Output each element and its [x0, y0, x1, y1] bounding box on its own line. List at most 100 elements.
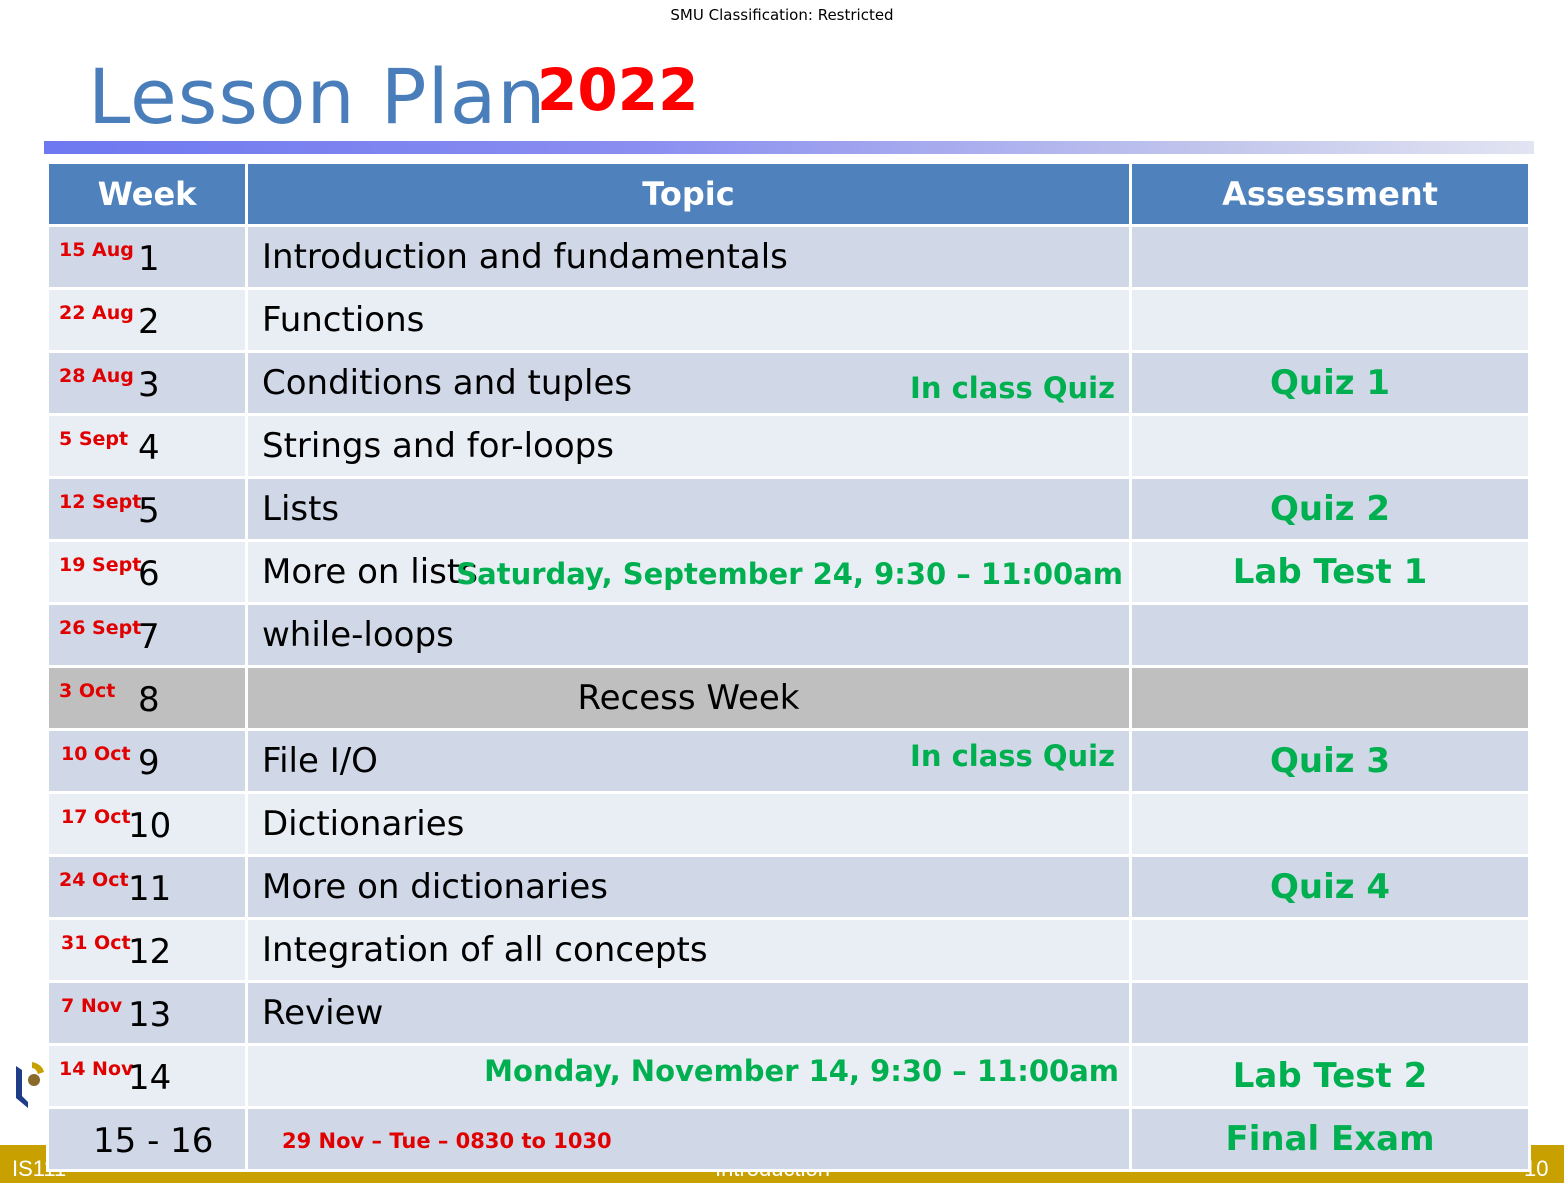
assessment-cell: Quiz 4 — [1129, 854, 1531, 920]
assessment-cell: Quiz 1 — [1129, 350, 1531, 416]
table-row: 7 Nov 13 Review — [46, 980, 1531, 1046]
table-row: 31 Oct 12 Integration of all concepts — [46, 917, 1531, 983]
week-cell: 28 Aug 3 — [46, 350, 248, 416]
week-date: 28 Aug — [59, 365, 134, 387]
topic-cell: Functions — [245, 287, 1132, 353]
week-cell: 15 - 16 — [46, 1106, 248, 1172]
week-number: 1 — [138, 239, 160, 279]
assessment-cell: Final Exam — [1129, 1106, 1531, 1172]
week-number: 2 — [138, 302, 160, 342]
topic-cell: Recess Week — [245, 665, 1132, 731]
topic-note: In class Quiz — [910, 739, 1115, 773]
week-date: 24 Oct — [59, 869, 129, 891]
table-row: 17 Oct 10 Dictionaries — [46, 791, 1531, 857]
table-row: 28 Aug 3 Conditions and tuples In class … — [46, 350, 1531, 416]
table-row: 19 Sept 6 More on lists Saturday, Septem… — [46, 539, 1531, 605]
topic-cell: while-loops — [245, 602, 1132, 668]
assessment-cell: Quiz 3 — [1129, 728, 1531, 794]
week-cell: 7 Nov 13 — [46, 980, 248, 1046]
lesson-plan-table: Week Topic Assessment 15 Aug 1 Introduct… — [46, 161, 1531, 1172]
week-cell: 5 Sept 4 — [46, 413, 248, 479]
classification-label: SMU Classification: Restricted — [670, 6, 894, 24]
week-date: 22 Aug — [59, 302, 134, 324]
topic-cell: More on lists Saturday, September 24, 9:… — [245, 539, 1132, 605]
assessment-cell: Lab Test 1 — [1129, 539, 1531, 605]
week-date: 14 Nov — [59, 1058, 134, 1080]
topic-cell: File I/O In class Quiz — [245, 728, 1132, 794]
table-row: 10 Oct 9 File I/O In class Quiz Quiz 3 — [46, 728, 1531, 794]
week-number: 8 — [138, 680, 160, 720]
header-assessment: Assessment — [1129, 161, 1531, 227]
table-row: 15 Aug 1 Introduction and fundamentals — [46, 224, 1531, 290]
week-number: 14 — [128, 1058, 172, 1098]
topic-text: Conditions and tuples — [262, 363, 633, 403]
smu-lion-logo-icon — [16, 1062, 44, 1108]
assessment-cell — [1129, 602, 1531, 668]
week-date: 26 Sept — [59, 617, 142, 639]
topic-note: Saturday, September 24, 9:30 – 11:00am — [456, 557, 1123, 591]
title-underline-bar — [44, 141, 1534, 154]
week-date: 31 Oct — [61, 932, 131, 954]
week-cell: 14 Nov 14 — [46, 1043, 248, 1109]
table-row: 26 Sept 7 while-loops — [46, 602, 1531, 668]
page-title: Lesson Plan — [88, 52, 547, 141]
week-date: 10 Oct — [61, 743, 131, 765]
assessment-cell — [1129, 413, 1531, 479]
week-number: 5 — [138, 491, 160, 531]
week-cell: 22 Aug 2 — [46, 287, 248, 353]
week-number: 12 — [128, 932, 172, 972]
week-number: 13 — [128, 995, 172, 1035]
topic-cell: Conditions and tuples In class Quiz — [245, 350, 1132, 416]
week-number: 11 — [128, 869, 172, 909]
week-number: 7 — [138, 617, 160, 657]
topic-note: Monday, November 14, 9:30 – 11:00am — [484, 1054, 1119, 1088]
topic-note: In class Quiz — [910, 371, 1115, 405]
week-date: 17 Oct — [61, 806, 131, 828]
topic-text: More on lists — [262, 552, 478, 592]
week-date: 5 Sept — [59, 428, 129, 450]
week-cell: 3 Oct 8 — [46, 665, 248, 731]
assessment-cell — [1129, 224, 1531, 290]
topic-cell: Strings and for-loops — [245, 413, 1132, 479]
week-cell: 17 Oct 10 — [46, 791, 248, 857]
week-cell: 19 Sept 6 — [46, 539, 248, 605]
table-row: 24 Oct 11 More on dictionaries Quiz 4 — [46, 854, 1531, 920]
topic-cell: Review — [245, 980, 1132, 1046]
exam-date-note: 29 Nov – Tue – 0830 to 1030 — [282, 1129, 612, 1153]
week-cell: 26 Sept 7 — [46, 602, 248, 668]
week-date: 15 Aug — [59, 239, 134, 261]
week-cell: 10 Oct 9 — [46, 728, 248, 794]
table-row-recess: 3 Oct 8 Recess Week — [46, 665, 1531, 731]
week-number: 9 — [138, 743, 160, 783]
week-number: 6 — [138, 554, 160, 594]
week-date: 7 Nov — [61, 995, 123, 1017]
week-cell: 12 Sept 5 — [46, 476, 248, 542]
topic-cell: Introduction and fundamentals — [245, 224, 1132, 290]
topic-text: File I/O — [262, 741, 378, 781]
table-row: 5 Sept 4 Strings and for-loops — [46, 413, 1531, 479]
week-number: 10 — [128, 806, 172, 846]
topic-cell: Dictionaries — [245, 791, 1132, 857]
week-cell: 24 Oct 11 — [46, 854, 248, 920]
assessment-cell: Quiz 2 — [1129, 476, 1531, 542]
week-cell: 15 Aug 1 — [46, 224, 248, 290]
title-year: 2022 — [537, 56, 699, 124]
week-date: 19 Sept — [59, 554, 142, 576]
assessment-cell — [1129, 665, 1531, 731]
topic-cell: More on dictionaries — [245, 854, 1132, 920]
assessment-cell — [1129, 287, 1531, 353]
week-number: 3 — [138, 365, 160, 405]
header-week: Week — [46, 161, 248, 227]
week-number: 15 - 16 — [93, 1121, 214, 1161]
assessment-cell — [1129, 791, 1531, 857]
week-date: 12 Sept — [59, 491, 142, 513]
assessment-cell: Lab Test 2 — [1129, 1043, 1531, 1109]
week-date: 3 Oct — [59, 680, 116, 702]
table-row: 22 Aug 2 Functions — [46, 287, 1531, 353]
topic-cell: Monday, November 14, 9:30 – 11:00am — [245, 1043, 1132, 1109]
assessment-cell — [1129, 917, 1531, 983]
week-cell: 31 Oct 12 — [46, 917, 248, 983]
table-row: 12 Sept 5 Lists Quiz 2 — [46, 476, 1531, 542]
table-row: 15 - 16 29 Nov – Tue – 0830 to 1030 Fina… — [46, 1106, 1531, 1172]
week-number: 4 — [138, 428, 160, 468]
